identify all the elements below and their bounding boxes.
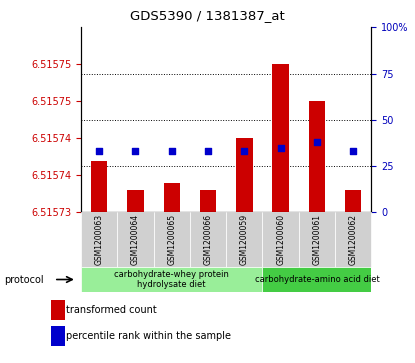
Point (350, 148, 356, 154)
Point (132, 148, 139, 154)
Bar (309, 101, 325, 212)
Point (96, 148, 103, 154)
Point (168, 148, 175, 154)
Bar (226, 212, 263, 267)
Text: GSM1200066: GSM1200066 (203, 214, 212, 265)
Text: percentile rank within the sample: percentile rank within the sample (66, 331, 231, 341)
Bar (154, 212, 190, 267)
Text: GSM1200065: GSM1200065 (167, 214, 176, 265)
Bar (345, 190, 361, 212)
Bar (81, 267, 263, 292)
Point (205, 148, 211, 154)
Text: GSM1200062: GSM1200062 (349, 214, 358, 265)
Bar (81, 212, 117, 267)
Text: GSM1200061: GSM1200061 (312, 214, 322, 265)
Text: carbohydrate-amino acid diet: carbohydrate-amino acid diet (254, 275, 379, 284)
Bar (236, 138, 252, 212)
Point (241, 148, 248, 154)
Bar (335, 212, 371, 267)
Text: transformed count: transformed count (66, 305, 157, 315)
Text: protocol: protocol (4, 274, 44, 285)
Text: GDS5390 / 1381387_at: GDS5390 / 1381387_at (130, 9, 285, 22)
Bar (91, 160, 107, 212)
Bar (164, 183, 180, 212)
Text: GSM1200063: GSM1200063 (95, 214, 104, 265)
Bar (263, 212, 299, 267)
Text: GSM1200059: GSM1200059 (240, 214, 249, 265)
Bar (51, 300, 65, 320)
Bar (51, 326, 65, 346)
Text: GSM1200060: GSM1200060 (276, 214, 285, 265)
Point (277, 145, 284, 151)
Bar (273, 64, 289, 212)
Bar (299, 212, 335, 267)
Bar (200, 190, 216, 212)
Point (314, 139, 320, 145)
Bar (190, 212, 226, 267)
Bar (127, 190, 144, 212)
Bar (263, 267, 371, 292)
Text: carbohydrate-whey protein
hydrolysate diet: carbohydrate-whey protein hydrolysate di… (114, 270, 229, 289)
Text: GSM1200064: GSM1200064 (131, 214, 140, 265)
Bar (117, 212, 154, 267)
